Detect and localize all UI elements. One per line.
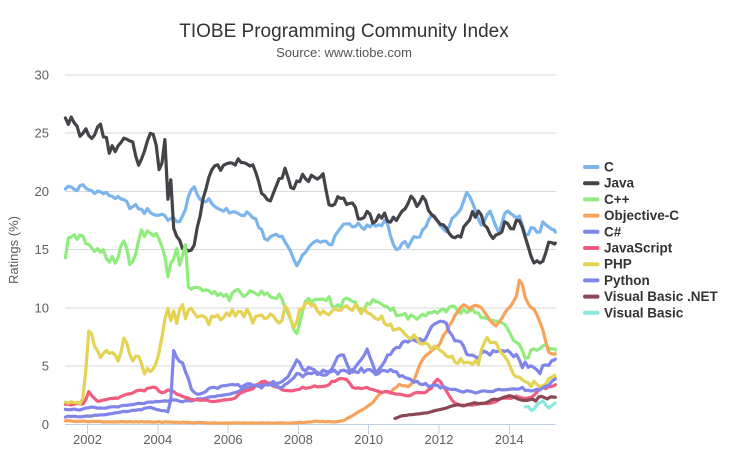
svg-text:2002: 2002	[73, 432, 102, 447]
svg-text:0: 0	[42, 417, 49, 432]
svg-text:2010: 2010	[354, 432, 383, 447]
svg-text:Objective-C: Objective-C	[604, 208, 679, 223]
svg-text:Python: Python	[604, 273, 650, 288]
svg-text:JavaScript: JavaScript	[604, 241, 673, 256]
svg-text:Visual Basic: Visual Basic	[604, 305, 684, 320]
svg-text:2012: 2012	[425, 432, 454, 447]
svg-text:C#: C#	[604, 224, 622, 239]
svg-text:PHP: PHP	[604, 257, 632, 272]
svg-text:2004: 2004	[143, 432, 172, 447]
svg-text:C: C	[604, 160, 614, 175]
svg-text:Ratings (%): Ratings (%)	[6, 216, 21, 284]
svg-text:C++: C++	[604, 192, 630, 207]
svg-text:Visual Basic .NET: Visual Basic .NET	[604, 289, 719, 304]
svg-text:Java: Java	[604, 176, 635, 191]
svg-text:30: 30	[35, 67, 49, 82]
svg-text:2014: 2014	[495, 432, 524, 447]
svg-text:10: 10	[35, 300, 49, 315]
svg-text:5: 5	[42, 359, 49, 374]
svg-text:15: 15	[35, 242, 49, 257]
svg-text:20: 20	[35, 184, 49, 199]
svg-text:Source: www.tiobe.com: Source: www.tiobe.com	[276, 45, 412, 60]
svg-text:2008: 2008	[284, 432, 313, 447]
svg-text:2006: 2006	[214, 432, 243, 447]
svg-text:25: 25	[35, 126, 49, 141]
svg-text:TIOBE Programming Community In: TIOBE Programming Community Index	[179, 21, 509, 42]
